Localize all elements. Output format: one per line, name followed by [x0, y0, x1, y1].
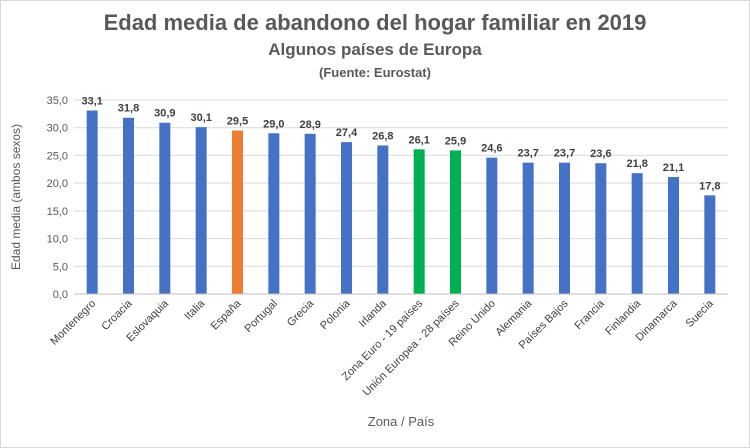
y-axis-ticks: 0,0 5,0 10,0 15,0 20,0 25,0 30,0 35,0	[47, 95, 68, 301]
x-tick-label: España	[209, 297, 244, 332]
data-label: 21,1	[663, 162, 684, 174]
gridlines	[74, 99, 728, 267]
bar	[522, 162, 534, 294]
data-label: 33,1	[81, 96, 102, 108]
y-tick-label: 0,0	[53, 289, 68, 301]
data-label: 30,9	[154, 108, 175, 120]
data-labels: 33,1 31,8 30,9 30,1 29,5 29,0 28,9 27,4 26,8 26,1…	[81, 96, 720, 193]
bar	[631, 173, 643, 294]
data-label: 17,8	[699, 180, 720, 192]
x-tick-label: Francia	[573, 297, 608, 332]
y-tick-label: 20,0	[47, 178, 68, 190]
data-label: 31,8	[118, 103, 139, 115]
data-label: 26,1	[408, 134, 429, 146]
y-tick-label: 5,0	[53, 261, 68, 273]
x-tick-label: Irlanda	[357, 297, 390, 330]
bar	[668, 177, 679, 294]
bar	[123, 117, 134, 294]
y-tick-label: 15,0	[47, 206, 68, 218]
chart-source: (Fuente: Eurostat)	[319, 65, 431, 80]
data-label: 29,5	[227, 115, 248, 127]
y-axis-title: Edad media (ambos sexos)	[9, 124, 23, 270]
y-tick-label: 10,0	[47, 234, 68, 246]
bar	[232, 130, 243, 294]
data-label: 23,7	[554, 148, 575, 160]
data-label: 23,7	[517, 148, 538, 160]
bar	[595, 163, 607, 294]
bar	[341, 142, 352, 294]
bar	[413, 149, 425, 294]
bar	[86, 110, 98, 294]
chart-subtitle: Algunos países de Europa	[268, 40, 482, 59]
bar	[450, 150, 461, 294]
data-label: 25,9	[445, 135, 466, 147]
y-tick-label: 25,0	[47, 150, 68, 162]
data-label: 30,1	[190, 112, 211, 124]
data-label: 21,8	[626, 158, 647, 170]
bars	[86, 110, 716, 295]
bar	[159, 122, 171, 295]
bar	[377, 145, 389, 294]
x-tick-label: Montenegro	[48, 298, 98, 348]
x-tick-label: Grecia	[285, 297, 317, 329]
x-tick-label: Croacia	[99, 297, 135, 333]
x-tick-label: Portugal	[242, 298, 279, 335]
data-label: 27,4	[336, 127, 358, 139]
data-label: 28,9	[299, 119, 320, 131]
x-tick-label: Italia	[182, 297, 208, 323]
bar	[268, 133, 280, 294]
bar	[304, 133, 316, 294]
bar	[486, 157, 498, 294]
x-tick-label: Suecia	[684, 297, 717, 330]
data-label: 26,8	[372, 130, 393, 142]
chart-title: Edad media de abandono del hogar familia…	[103, 10, 647, 35]
data-label: 23,6	[590, 148, 611, 160]
y-tick-label: 30,0	[47, 123, 68, 135]
x-tick-label: Polonia	[318, 297, 353, 332]
data-label: 29,0	[263, 118, 284, 130]
data-label: 24,6	[481, 143, 502, 155]
y-tick-label: 35,0	[47, 95, 68, 107]
bar	[559, 162, 570, 294]
x-axis-title: Zona / País	[368, 414, 435, 429]
bar	[704, 195, 716, 294]
bar	[195, 127, 207, 294]
